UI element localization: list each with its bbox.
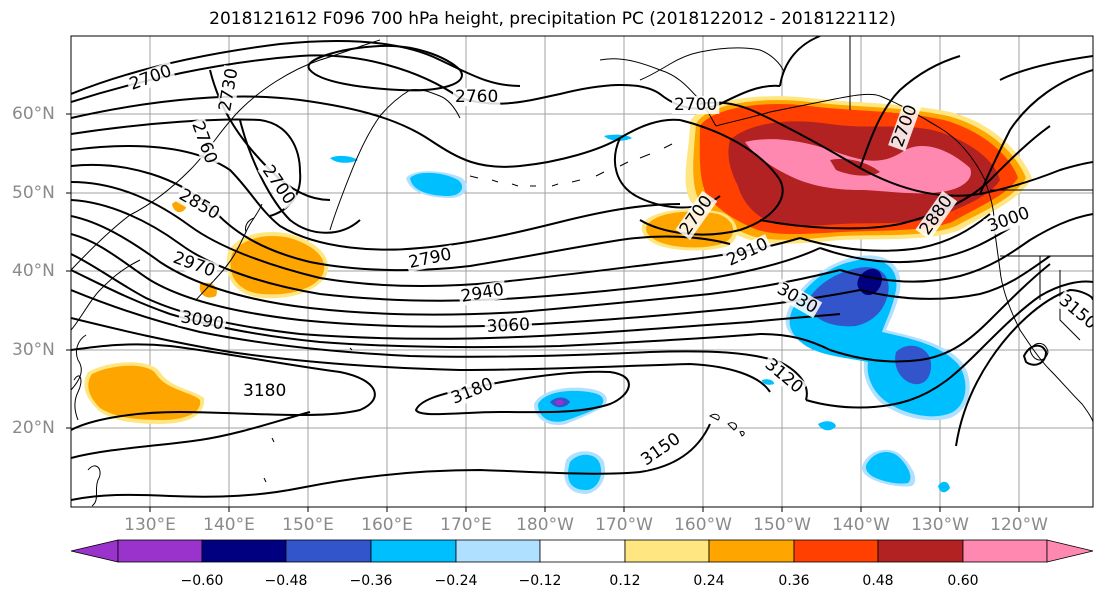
- contour-label-halo: [405, 244, 456, 273]
- colorbar-segment: [455, 539, 541, 563]
- contour-label-halo: [722, 234, 773, 271]
- contour-label: 2760: [455, 87, 498, 107]
- contour-label-halo: [446, 374, 498, 409]
- colorbar-tick-label: −0.48: [264, 573, 308, 589]
- contour-label-halo: [241, 382, 289, 400]
- longitude-label: 130°W: [911, 515, 969, 535]
- colorbar-tick-label: 0.48: [862, 573, 894, 589]
- contour-label-halo: [168, 248, 220, 282]
- longitude-label: 170°W: [595, 515, 653, 535]
- colorbar-tick-label: 0.60: [947, 573, 979, 589]
- latitude-label: 20°N: [12, 418, 55, 438]
- latitude-label: 40°N: [12, 261, 55, 281]
- contour-label-halo: [457, 280, 508, 307]
- colorbar-segment: [117, 539, 203, 563]
- longitude-label: 160°W: [674, 515, 732, 535]
- contour-label-halo: [675, 190, 718, 240]
- latitude-label: 50°N: [12, 183, 55, 203]
- contour-label-halo: [772, 278, 823, 319]
- contour-label-halo: [187, 117, 221, 168]
- colorbar-extend-left: [70, 539, 119, 563]
- longitude-label: 130°E: [124, 515, 176, 535]
- longitude-label: 150°W: [753, 515, 811, 535]
- latitude-label: 30°N: [12, 340, 55, 360]
- colorbar-tick-label: −0.60: [180, 573, 224, 589]
- contour-label-halo: [125, 61, 176, 95]
- longitude-label: 150°E: [282, 515, 334, 535]
- colorbar-tick-label: 0.36: [778, 573, 810, 589]
- colorbar-segment: [877, 539, 964, 563]
- contour-label-halo: [484, 315, 533, 337]
- colorbar-extend-right: [1046, 539, 1094, 563]
- longitude-label: 140°E: [203, 515, 255, 535]
- longitude-label: 180°W: [516, 515, 574, 535]
- colorbar-segment: [793, 539, 879, 563]
- longitude-label: 140°W: [832, 515, 890, 535]
- contour-label-halo: [888, 100, 922, 152]
- contour-label-halo: [174, 184, 225, 225]
- colorbar-segment: [370, 539, 457, 563]
- contour-label-halo: [759, 353, 808, 399]
- map-title: 2018121612 F096 700 hPa height, precipit…: [209, 9, 896, 29]
- contour-label-halo: [177, 307, 228, 334]
- colorbar-segment: [201, 539, 287, 563]
- contour-label-halo: [915, 190, 958, 240]
- contour-label: 3060: [486, 315, 530, 337]
- colorbar-tick-label: 0.12: [609, 573, 641, 589]
- longitude-label: 160°E: [361, 515, 413, 535]
- contour-label: 2700: [674, 95, 717, 115]
- longitude-label: 120°W: [990, 515, 1048, 535]
- colorbar-tick-label: −0.24: [434, 573, 478, 589]
- colorbar-segment: [962, 539, 1048, 563]
- colorbar-segment: [624, 539, 710, 563]
- contour-label: 3180: [243, 381, 286, 401]
- contour-label-halo: [672, 96, 720, 114]
- colorbar-tick-label: −0.36: [349, 573, 393, 589]
- contour-label-halo: [453, 88, 501, 106]
- contour-label-halo: [636, 428, 686, 471]
- colorbar-segment: [708, 539, 795, 563]
- longitude-label: 170°E: [440, 515, 492, 535]
- contour-label-halo: [215, 64, 242, 115]
- colorbar-segment: [285, 539, 372, 563]
- precip-negative-shading: [330, 134, 970, 494]
- colorbar-segment: [539, 539, 626, 563]
- contour-label-halo: [257, 160, 300, 210]
- axis-ticks: [66, 113, 1020, 512]
- contour-label-halo: [1053, 289, 1093, 335]
- colorbar-tick-label: 0.24: [693, 573, 725, 589]
- coastlines: [71, 36, 1093, 507]
- colorbar-tick-label: −0.12: [518, 573, 562, 589]
- contour-label-halo: [983, 203, 1034, 237]
- latitude-label: 60°N: [12, 104, 55, 124]
- colorbar: [70, 539, 1094, 563]
